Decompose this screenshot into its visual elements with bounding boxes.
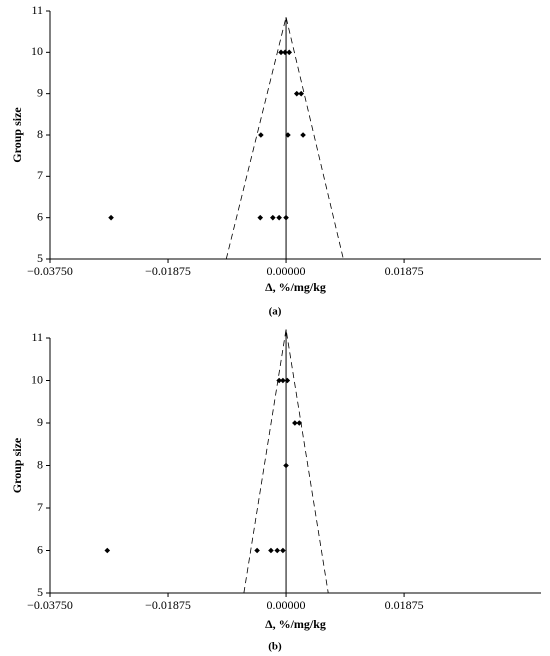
y-tick-label: 5 [37, 585, 43, 599]
y-tick-label: 9 [37, 415, 43, 429]
data-point [276, 214, 282, 221]
x-tick-label: 0.01875 [385, 598, 424, 612]
y-tick-label: 8 [37, 457, 43, 471]
x-tick-label: −0.01875 [145, 598, 191, 612]
data-point [283, 214, 289, 221]
x-tick-label: −0.03750 [27, 598, 73, 612]
data-point [282, 49, 288, 56]
y-tick-label: 11 [31, 3, 43, 17]
data-point [276, 377, 282, 384]
data-point [292, 420, 298, 426]
y-tick-label: 9 [37, 85, 43, 99]
data-point [285, 132, 291, 138]
x-tick-label: 0.00000 [267, 598, 306, 612]
y-tick-label: 7 [37, 168, 43, 182]
y-tick-label: 6 [37, 209, 43, 223]
y-tick-label: 7 [37, 500, 43, 514]
data-point [108, 214, 114, 221]
data-point [293, 90, 300, 97]
y-tick-label: 11 [31, 330, 43, 344]
x-axis-label: Δ, %/mg/kg [265, 617, 326, 631]
data-point [254, 547, 260, 554]
y-axis-label: Group size [10, 107, 24, 163]
data-point [286, 49, 293, 56]
caption: (b) [268, 641, 282, 653]
y-axis-label: Group size [10, 437, 24, 493]
data-point [280, 377, 286, 384]
data-point [283, 462, 289, 469]
data-point [284, 377, 291, 384]
data-point [104, 547, 111, 554]
y-tick-label: 10 [31, 44, 43, 58]
y-tick-label: 5 [37, 251, 43, 265]
funnel-line [243, 329, 329, 594]
y-tick-label: 8 [37, 127, 43, 141]
data-point [257, 214, 264, 221]
x-tick-label: −0.01875 [145, 264, 191, 278]
data-point [268, 547, 274, 554]
funnel-line [225, 17, 344, 260]
data-point [270, 214, 276, 221]
data-point [278, 49, 284, 56]
data-point [258, 132, 264, 138]
y-tick-label: 6 [37, 542, 43, 556]
x-tick-label: 0.01875 [385, 264, 424, 278]
x-axis-label: Δ, %/mg/kg [265, 280, 326, 294]
x-tick-label: −0.03750 [27, 264, 73, 278]
data-point [274, 547, 281, 554]
caption: (a) [269, 306, 282, 318]
x-tick-label: 0.00000 [267, 264, 306, 278]
data-point [300, 132, 306, 138]
y-tick-label: 10 [31, 372, 43, 386]
data-point [280, 547, 286, 554]
data-point [298, 90, 304, 97]
data-point [296, 420, 303, 426]
